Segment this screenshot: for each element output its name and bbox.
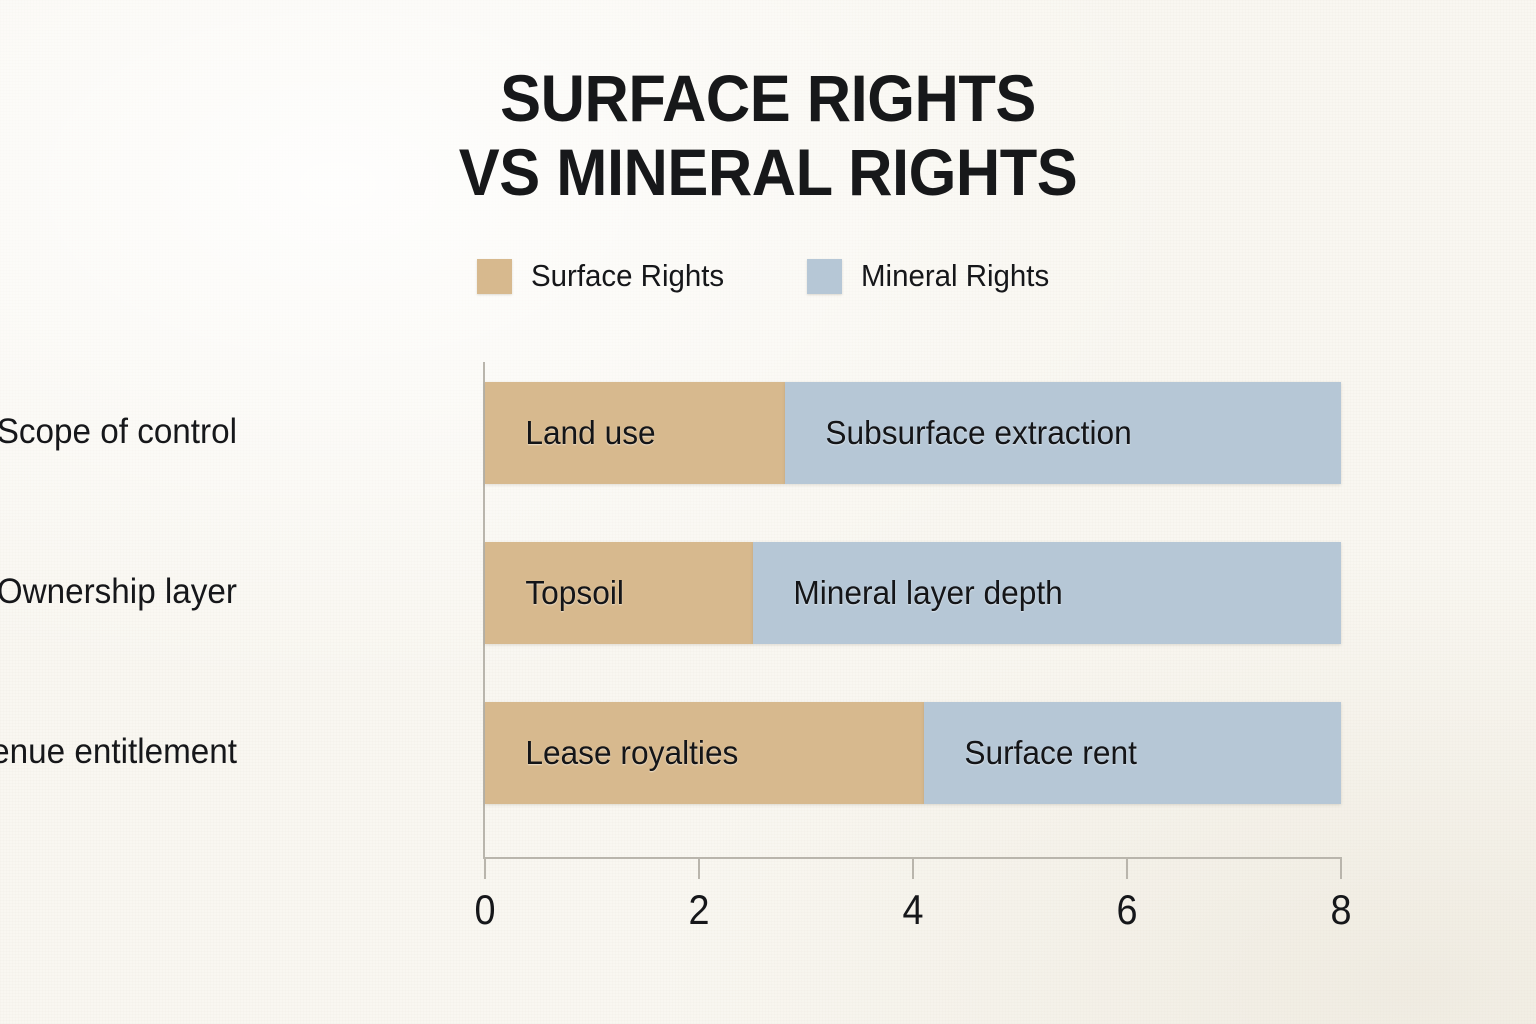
legend-item-mineral-rights[interactable]: Mineral Rights bbox=[806, 258, 1059, 294]
x-axis-tick-label-4: 4 bbox=[902, 886, 924, 933]
bar-segment-label-lease-royalties: Lease royalties bbox=[525, 734, 739, 771]
legend-item-surface-rights[interactable]: Surface Rights bbox=[477, 258, 734, 294]
stacked-bar-ownership-layer: Topsoil Mineral layer depth bbox=[485, 542, 1341, 644]
bar-segment-mineral-ownership-layer[interactable]: Mineral layer depth bbox=[752, 542, 1341, 644]
category-label-revenue-entitlement: Revenue entitlement bbox=[0, 732, 237, 771]
legend-swatch-mineral-rights bbox=[806, 258, 842, 294]
bar-segment-mineral-scope-of-control[interactable]: Subsurface extraction bbox=[784, 382, 1341, 484]
legend-label-mineral-rights: Mineral Rights bbox=[860, 258, 1049, 293]
bar-segment-surface-revenue-entitlement[interactable]: Lease royalties bbox=[485, 702, 924, 804]
stacked-bar-revenue-entitlement: Lease royalties Surface rent bbox=[485, 702, 1341, 804]
chart-legend: Surface Rights Mineral Rights bbox=[0, 258, 1536, 294]
stacked-bar-scope-of-control: Land use Subsurface extraction bbox=[485, 382, 1341, 484]
bar-row-scope-of-control: Scope of control Land use Subsurface ext… bbox=[0, 382, 1341, 484]
x-axis-tick-label-6: 6 bbox=[1116, 886, 1138, 933]
x-axis-tick-4 bbox=[912, 857, 914, 879]
x-axis-tick-6 bbox=[1126, 857, 1128, 879]
bar-segment-label-mineral-layer-depth: Mineral layer depth bbox=[792, 574, 1063, 611]
x-axis-tick-0 bbox=[484, 857, 486, 879]
bar-segment-label-land-use: Land use bbox=[525, 414, 656, 451]
x-axis-tick-label-2: 2 bbox=[688, 886, 710, 933]
bar-segment-label-surface-rent: Surface rent bbox=[964, 734, 1137, 771]
category-label-ownership-layer: Ownership layer bbox=[0, 572, 237, 611]
bar-segment-mineral-revenue-entitlement[interactable]: Surface rent bbox=[923, 702, 1341, 804]
category-label-scope-of-control: Scope of control bbox=[0, 412, 237, 451]
x-axis-tick-label-8: 8 bbox=[1330, 886, 1352, 933]
y-axis-line bbox=[483, 362, 485, 857]
chart-title-line-1: SURFACE RIGHTS bbox=[500, 61, 1036, 135]
bar-segment-surface-scope-of-control[interactable]: Land use bbox=[485, 382, 785, 484]
plot-area: Scope of control Land use Subsurface ext… bbox=[0, 362, 1352, 933]
bar-row-ownership-layer: Ownership layer Topsoil Mineral layer de… bbox=[0, 542, 1341, 644]
chart-title-line-2: VS MINERAL RIGHTS bbox=[458, 134, 1078, 209]
legend-label-surface-rights: Surface Rights bbox=[531, 258, 725, 293]
bar-segment-label-topsoil: Topsoil bbox=[525, 574, 624, 611]
bar-segment-surface-ownership-layer[interactable]: Topsoil bbox=[485, 542, 753, 644]
chart-title: SURFACE RIGHTS VS MINERAL RIGHTS bbox=[54, 61, 1482, 210]
x-axis-tick-2 bbox=[698, 857, 700, 879]
bar-segment-label-subsurface-extraction: Subsurface extraction bbox=[824, 414, 1132, 451]
x-axis-tick-8 bbox=[1340, 857, 1342, 879]
legend-swatch-surface-rights bbox=[477, 258, 513, 294]
x-axis-tick-label-0: 0 bbox=[474, 886, 496, 933]
bar-row-revenue-entitlement: Revenue entitlement Lease royalties Surf… bbox=[0, 702, 1341, 804]
